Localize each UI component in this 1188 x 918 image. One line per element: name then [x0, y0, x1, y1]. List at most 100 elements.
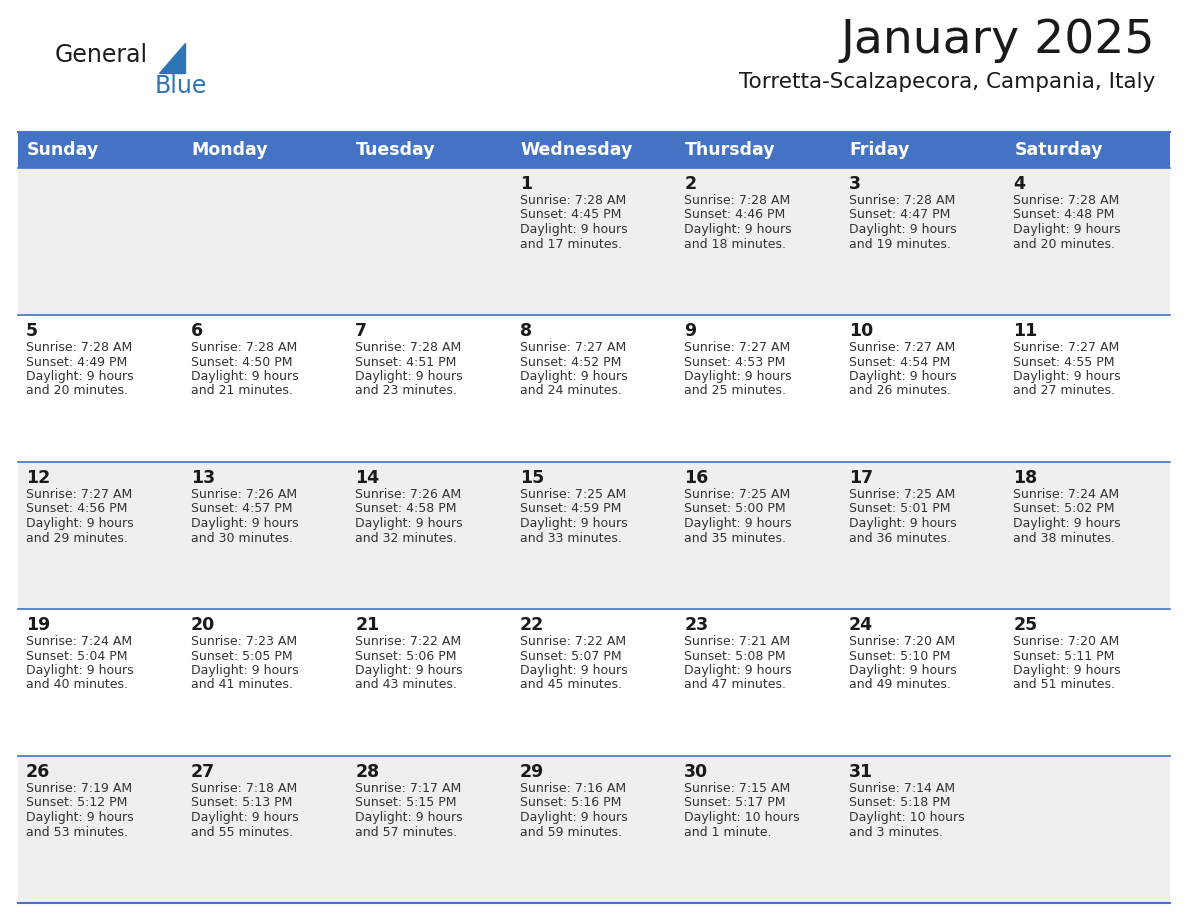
Text: Daylight: 9 hours: Daylight: 9 hours: [355, 664, 463, 677]
Text: and 55 minutes.: and 55 minutes.: [190, 825, 292, 838]
Text: January 2025: January 2025: [840, 18, 1155, 63]
Text: Saturday: Saturday: [1015, 141, 1102, 159]
Text: and 51 minutes.: and 51 minutes.: [1013, 678, 1116, 691]
Text: Friday: Friday: [849, 141, 910, 159]
Text: 1: 1: [519, 175, 532, 193]
Text: Daylight: 9 hours: Daylight: 9 hours: [684, 223, 792, 236]
Bar: [676, 132, 841, 168]
Text: 27: 27: [190, 763, 215, 781]
Text: and 41 minutes.: and 41 minutes.: [190, 678, 292, 691]
Text: Sunrise: 7:20 AM: Sunrise: 7:20 AM: [1013, 635, 1119, 648]
Bar: [18, 315, 1170, 462]
Text: 15: 15: [519, 469, 544, 487]
Text: Daylight: 9 hours: Daylight: 9 hours: [355, 811, 463, 824]
Text: Wednesday: Wednesday: [520, 141, 633, 159]
Text: and 20 minutes.: and 20 minutes.: [1013, 238, 1116, 251]
Text: Sunrise: 7:26 AM: Sunrise: 7:26 AM: [190, 488, 297, 501]
Bar: [18, 609, 1170, 756]
Text: Sunset: 5:13 PM: Sunset: 5:13 PM: [190, 797, 292, 810]
Text: Sunrise: 7:19 AM: Sunrise: 7:19 AM: [26, 782, 132, 795]
Text: Sunset: 5:15 PM: Sunset: 5:15 PM: [355, 797, 456, 810]
Text: Daylight: 9 hours: Daylight: 9 hours: [684, 517, 792, 530]
Text: Sunrise: 7:22 AM: Sunrise: 7:22 AM: [355, 635, 461, 648]
Text: 4: 4: [1013, 175, 1025, 193]
Text: and 26 minutes.: and 26 minutes.: [849, 385, 950, 397]
Text: and 18 minutes.: and 18 minutes.: [684, 238, 786, 251]
Text: Sunrise: 7:28 AM: Sunrise: 7:28 AM: [190, 341, 297, 354]
Text: Sunset: 5:00 PM: Sunset: 5:00 PM: [684, 502, 786, 516]
Text: Daylight: 9 hours: Daylight: 9 hours: [684, 370, 792, 383]
Text: Sunrise: 7:26 AM: Sunrise: 7:26 AM: [355, 488, 461, 501]
Text: Sunset: 5:06 PM: Sunset: 5:06 PM: [355, 650, 456, 663]
Text: 28: 28: [355, 763, 379, 781]
Text: and 3 minutes.: and 3 minutes.: [849, 825, 943, 838]
Text: and 43 minutes.: and 43 minutes.: [355, 678, 457, 691]
Bar: [347, 132, 512, 168]
Text: 21: 21: [355, 616, 379, 634]
Text: Daylight: 9 hours: Daylight: 9 hours: [190, 664, 298, 677]
Text: Sunrise: 7:28 AM: Sunrise: 7:28 AM: [26, 341, 132, 354]
Text: Sunrise: 7:27 AM: Sunrise: 7:27 AM: [26, 488, 132, 501]
Text: and 47 minutes.: and 47 minutes.: [684, 678, 786, 691]
Bar: [18, 756, 1170, 903]
Bar: [18, 132, 183, 168]
Text: 14: 14: [355, 469, 379, 487]
Text: Daylight: 9 hours: Daylight: 9 hours: [849, 223, 956, 236]
Text: 11: 11: [1013, 322, 1037, 340]
Text: Daylight: 9 hours: Daylight: 9 hours: [190, 811, 298, 824]
Text: 29: 29: [519, 763, 544, 781]
Text: and 32 minutes.: and 32 minutes.: [355, 532, 457, 544]
Text: and 40 minutes.: and 40 minutes.: [26, 678, 128, 691]
Text: and 20 minutes.: and 20 minutes.: [26, 385, 128, 397]
Text: Sunrise: 7:28 AM: Sunrise: 7:28 AM: [519, 194, 626, 207]
Text: Sunrise: 7:18 AM: Sunrise: 7:18 AM: [190, 782, 297, 795]
Text: Daylight: 9 hours: Daylight: 9 hours: [519, 517, 627, 530]
Text: 19: 19: [26, 616, 50, 634]
Bar: [18, 462, 1170, 609]
Text: Sunrise: 7:14 AM: Sunrise: 7:14 AM: [849, 782, 955, 795]
Text: Sunset: 4:51 PM: Sunset: 4:51 PM: [355, 355, 456, 368]
Text: Sunset: 4:46 PM: Sunset: 4:46 PM: [684, 208, 785, 221]
Text: 5: 5: [26, 322, 38, 340]
Text: Daylight: 9 hours: Daylight: 9 hours: [849, 664, 956, 677]
Text: Daylight: 9 hours: Daylight: 9 hours: [1013, 223, 1121, 236]
Text: and 45 minutes.: and 45 minutes.: [519, 678, 621, 691]
Text: Sunset: 5:07 PM: Sunset: 5:07 PM: [519, 650, 621, 663]
Text: Sunset: 5:04 PM: Sunset: 5:04 PM: [26, 650, 127, 663]
Text: Monday: Monday: [191, 141, 268, 159]
Text: Daylight: 9 hours: Daylight: 9 hours: [519, 370, 627, 383]
Text: 12: 12: [26, 469, 50, 487]
Text: Sunrise: 7:16 AM: Sunrise: 7:16 AM: [519, 782, 626, 795]
Text: 25: 25: [1013, 616, 1037, 634]
Text: Daylight: 9 hours: Daylight: 9 hours: [519, 223, 627, 236]
Text: Sunset: 4:57 PM: Sunset: 4:57 PM: [190, 502, 292, 516]
Text: Daylight: 9 hours: Daylight: 9 hours: [849, 370, 956, 383]
Text: Sunset: 5:18 PM: Sunset: 5:18 PM: [849, 797, 950, 810]
Text: Sunset: 4:56 PM: Sunset: 4:56 PM: [26, 502, 127, 516]
Text: Daylight: 9 hours: Daylight: 9 hours: [1013, 370, 1121, 383]
Text: Sunrise: 7:28 AM: Sunrise: 7:28 AM: [355, 341, 461, 354]
Text: Daylight: 9 hours: Daylight: 9 hours: [519, 664, 627, 677]
Text: 30: 30: [684, 763, 708, 781]
Text: Sunset: 4:58 PM: Sunset: 4:58 PM: [355, 502, 456, 516]
Text: Daylight: 9 hours: Daylight: 9 hours: [190, 370, 298, 383]
Bar: [18, 168, 1170, 315]
Text: Sunrise: 7:22 AM: Sunrise: 7:22 AM: [519, 635, 626, 648]
Text: and 30 minutes.: and 30 minutes.: [190, 532, 292, 544]
Text: Sunset: 5:11 PM: Sunset: 5:11 PM: [1013, 650, 1114, 663]
Text: 18: 18: [1013, 469, 1037, 487]
Text: Daylight: 9 hours: Daylight: 9 hours: [684, 664, 792, 677]
Text: Sunset: 4:49 PM: Sunset: 4:49 PM: [26, 355, 127, 368]
Text: Sunset: 4:59 PM: Sunset: 4:59 PM: [519, 502, 621, 516]
Text: Daylight: 9 hours: Daylight: 9 hours: [26, 517, 133, 530]
Text: Sunrise: 7:21 AM: Sunrise: 7:21 AM: [684, 635, 790, 648]
Text: and 53 minutes.: and 53 minutes.: [26, 825, 128, 838]
Text: and 27 minutes.: and 27 minutes.: [1013, 385, 1116, 397]
Text: Sunset: 5:17 PM: Sunset: 5:17 PM: [684, 797, 785, 810]
Text: Sunrise: 7:17 AM: Sunrise: 7:17 AM: [355, 782, 461, 795]
Text: 2: 2: [684, 175, 696, 193]
Text: 13: 13: [190, 469, 215, 487]
Text: Sunset: 5:05 PM: Sunset: 5:05 PM: [190, 650, 292, 663]
Text: 7: 7: [355, 322, 367, 340]
Text: and 25 minutes.: and 25 minutes.: [684, 385, 786, 397]
